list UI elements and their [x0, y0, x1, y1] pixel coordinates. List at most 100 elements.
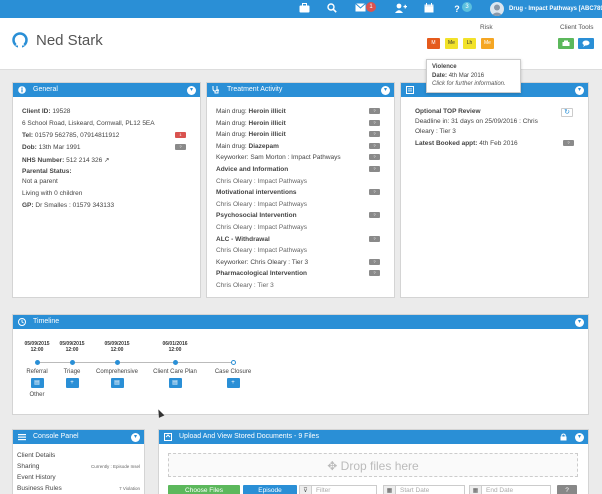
filter-placeholder: Filter	[316, 487, 331, 494]
client-icon	[12, 32, 28, 48]
page-title: Ned Stark	[36, 32, 103, 49]
treatment-row-prefix: Main drug:	[216, 119, 247, 127]
risk-violence-button[interactable]: M	[427, 38, 440, 49]
treatment-panel-title: Treatment Activity	[227, 86, 283, 93]
move-icon: ✥	[327, 459, 338, 473]
treatment-row-title: Heroin illicit	[248, 108, 286, 115]
external-link-icon[interactable]: ↗	[104, 157, 110, 164]
timeline-document-button[interactable]: ▤	[168, 378, 182, 388]
treatment-row-prefix: Main drug:	[216, 131, 247, 139]
timeline-dot[interactable]	[172, 360, 178, 365]
list-icon	[406, 86, 414, 94]
console-item[interactable]: Business Rules	[17, 485, 62, 492]
user-context-label[interactable]: Drug - Impact Pathways [ABC789]	[509, 6, 602, 12]
chevron-down-icon[interactable]: ▾	[575, 318, 584, 327]
risk-tooltip[interactable]: Violence Date: 4th Mar 2016 Click for fu…	[426, 59, 521, 93]
treatment-row-action-button[interactable]: ?	[369, 235, 380, 242]
treatment-activity-panel: Treatment Activity ▾ Main drug: Heroin i…	[206, 82, 395, 298]
risk-button-4[interactable]: Me	[481, 38, 494, 49]
timeline-event-label: Client Care Plan	[153, 369, 197, 375]
console-item[interactable]: Event History	[17, 474, 56, 481]
treatment-row-action-button[interactable]: ?	[369, 212, 380, 219]
treatment-row-action-button[interactable]: ?	[369, 108, 380, 114]
treatment-row: Motivational interventions	[216, 189, 297, 196]
dob-row: Dob: 13th Mar 1991	[22, 144, 81, 151]
parental-status-label: Parental Status:	[22, 168, 72, 175]
treatment-row-action-button[interactable]: ?	[369, 270, 380, 277]
timeline-document-button[interactable]: ▤	[30, 378, 44, 388]
treatment-row-detail: Chris Oleary : Tier 3	[216, 282, 274, 289]
choose-files-button[interactable]: Choose Files	[168, 485, 240, 494]
episode-button[interactable]: Episode	[243, 485, 297, 494]
treatment-row: Chris Oleary : Impact Pathways	[216, 178, 307, 185]
chevron-down-icon[interactable]: ▾	[131, 433, 140, 442]
add-user-icon[interactable]	[395, 3, 407, 15]
refresh-icon[interactable]: ↻	[561, 108, 573, 117]
tel-action-button[interactable]: 1	[175, 132, 186, 138]
treatment-row-detail: Chris Oleary : Impact Pathways	[216, 200, 308, 208]
upload-panel-header: Upload And View Stored Documents - 9 Fil…	[159, 430, 588, 444]
treatment-row: Chris Oleary : Tier 3	[216, 282, 274, 289]
timeline-dot[interactable]	[34, 360, 40, 365]
calendar-icon[interactable]	[423, 3, 435, 15]
envelope-icon[interactable]	[354, 3, 366, 15]
timeline-document-button[interactable]: ▤	[110, 378, 124, 388]
console-item-note: 7 Violation	[119, 486, 140, 491]
treatment-row-action-button[interactable]: ?	[369, 189, 380, 196]
timeline-event-sub-label: Other	[29, 392, 45, 398]
risk-button-2[interactable]: Me	[445, 38, 458, 49]
treatment-row-action-button[interactable]: ?	[369, 119, 380, 126]
general-panel: General ▾ Client ID: 19528 6 School Road…	[12, 82, 201, 298]
treatment-row: Pharmacological Intervention	[216, 270, 307, 277]
timeline-event-date-value: 05/09/2015	[24, 341, 50, 347]
lock-icon[interactable]	[559, 433, 568, 442]
deadline-text: Deadline in: 31 days on 25/09/2016 : Chr…	[415, 118, 538, 125]
address-row: 6 School Road, Liskeard, Cornwall, PL12 …	[22, 120, 155, 127]
timeline-dot[interactable]	[114, 360, 120, 365]
console-item[interactable]: Client Details	[17, 452, 56, 459]
briefcase-icon[interactable]	[298, 3, 310, 15]
search-icon[interactable]	[326, 3, 338, 15]
chevron-down-icon[interactable]: ▾	[575, 433, 584, 442]
treatment-row-action-button[interactable]: ?	[369, 258, 380, 265]
client-tool-chat-button[interactable]	[578, 38, 594, 49]
treatment-row-action-button[interactable]: ?	[369, 154, 380, 161]
chevron-down-icon[interactable]: ▾	[381, 86, 390, 95]
calendar-icon: ▦	[384, 486, 396, 494]
timeline-add-button[interactable]: +	[65, 378, 79, 388]
file-drop-zone[interactable]: ✥ Drop files here	[168, 453, 578, 477]
treatment-row-prefix: Main drug:	[216, 142, 247, 150]
timeline-dot[interactable]	[230, 360, 236, 365]
start-date-input[interactable]: ▦ Start Date	[383, 485, 465, 494]
appt-action-button[interactable]: ?	[563, 140, 574, 146]
avatar[interactable]	[490, 2, 504, 16]
timeline-dot[interactable]	[69, 360, 75, 365]
chevron-down-icon[interactable]: ▾	[187, 86, 196, 95]
help-button[interactable]: ?	[557, 485, 577, 494]
treatment-row-action-button[interactable]: ?	[369, 142, 380, 149]
treatment-row-title: Heroin illicit	[248, 119, 286, 127]
risk-button-3[interactable]: Lh	[463, 38, 476, 49]
console-item-note: Currently : Episode Insel	[90, 464, 140, 469]
timeline-add-button[interactable]: +	[226, 378, 240, 388]
dob-action-button[interactable]: ?	[175, 144, 186, 150]
treatment-row-action-button[interactable]: ?	[369, 166, 380, 172]
general-panel-title: General	[33, 86, 58, 93]
treatment-row-action-button[interactable]: ?	[369, 131, 380, 138]
console-item[interactable]: Sharing	[17, 463, 40, 470]
end-date-placeholder: End Date	[486, 487, 514, 494]
chevron-down-icon[interactable]: ▾	[575, 86, 584, 95]
filter-input[interactable]: ⊽ Filter	[299, 485, 377, 494]
client-tool-print-button[interactable]	[558, 38, 574, 49]
upload-icon	[164, 433, 172, 441]
treatment-row: Chris Oleary : Impact Pathways	[216, 224, 307, 231]
timeline-event-time-value: 12:00	[168, 347, 182, 353]
treatment-row-detail: Chris Oleary : Impact Pathways	[216, 177, 308, 185]
treatment-row: Chris Oleary : Impact Pathways	[216, 247, 307, 254]
list-icon	[18, 433, 26, 441]
help-icon[interactable]: ?	[454, 4, 460, 14]
end-date-input[interactable]: ▦ End Date	[469, 485, 551, 494]
upload-panel: Upload And View Stored Documents - 9 Fil…	[158, 429, 589, 494]
gp-row: GP: Dr Smalles : 01579 343133	[22, 202, 115, 209]
optional-top-review[interactable]: Optional TOP Review	[415, 108, 481, 115]
